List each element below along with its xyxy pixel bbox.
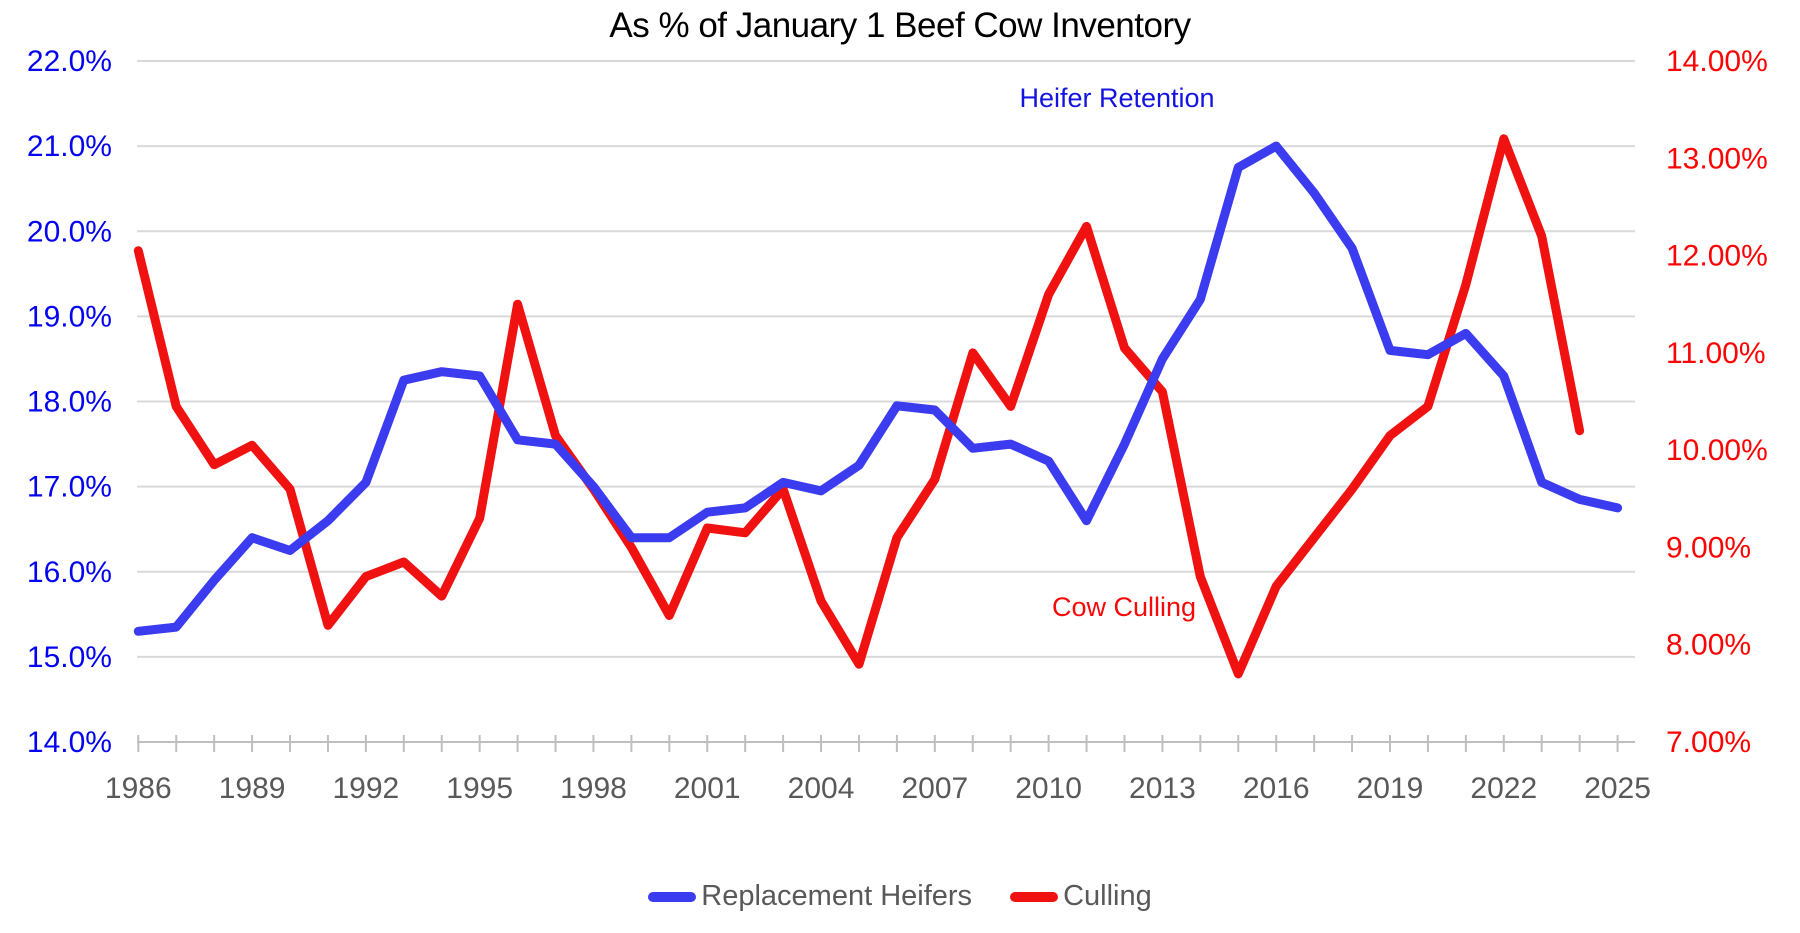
y-left-label: 14.0%: [27, 726, 112, 759]
y-right-label: 9.00%: [1666, 531, 1751, 564]
x-year-label: 2001: [674, 772, 741, 805]
legend-label-culling: Culling: [1063, 880, 1152, 912]
legend-swatch-culling-icon: [1010, 891, 1059, 902]
y-left-label: 15.0%: [27, 641, 112, 674]
x-year-label: 1998: [560, 772, 627, 805]
x-year-label: 2004: [788, 772, 855, 805]
x-year-label: 1995: [446, 772, 513, 805]
y-right-label: 13.00%: [1666, 142, 1768, 175]
culling-line: [133, 134, 1585, 679]
y-axis-right-labels: 14.00% 13.00% 12.00% 11.00% 10.00% 9.00% 8.00%…: [1666, 45, 1768, 759]
y-left-label: 21.0%: [27, 130, 112, 163]
y-right-label: 12.00%: [1666, 240, 1768, 273]
x-axis-ticks: [137, 735, 1619, 752]
legend-swatch-heifers-icon: [648, 891, 697, 902]
gridlines: [137, 60, 1635, 743]
x-year-label: 2022: [1470, 772, 1537, 805]
x-year-label: 2016: [1243, 772, 1310, 805]
x-axis-labels: 1986 1989 1992 1995 1998 2001 2004 2007 2010 2013…: [105, 772, 1651, 805]
heifer-retention-annotation: Heifer Retention: [1019, 83, 1215, 113]
y-axis-left-labels: 22.0% 21.0% 20.0% 19.0% 18.0% 17.0% 16.0% 15.0%…: [27, 45, 112, 759]
y-left-label: 16.0%: [27, 556, 112, 589]
y-left-label: 19.0%: [27, 300, 112, 333]
x-year-label: 1989: [219, 772, 286, 805]
legend-label-replacement-heifers: Replacement Heifers: [701, 880, 973, 912]
y-right-label: 10.00%: [1666, 434, 1768, 467]
legend-item-replacement-heifers: Replacement Heifers: [648, 880, 972, 913]
x-year-label: 2019: [1357, 772, 1424, 805]
y-left-label: 20.0%: [27, 215, 112, 248]
y-right-label: 8.00%: [1666, 629, 1751, 662]
x-year-label: 2013: [1129, 772, 1196, 805]
legend-item-culling: Culling: [1010, 880, 1152, 913]
x-year-label: 2010: [1015, 772, 1082, 805]
legend: Replacement Heifers Culling: [0, 880, 1800, 913]
y-left-label: 22.0%: [27, 45, 112, 78]
replacement-heifers-line: [133, 141, 1623, 636]
y-right-label: 14.00%: [1666, 45, 1768, 78]
x-year-label: 2007: [901, 772, 968, 805]
cow-culling-annotation: Cow Culling: [1051, 592, 1197, 622]
y-right-label: 11.00%: [1666, 337, 1766, 370]
x-year-label: 1986: [105, 772, 172, 805]
x-year-label: 1992: [333, 772, 400, 805]
y-right-label: 7.00%: [1666, 726, 1751, 759]
x-year-label: 2025: [1584, 772, 1651, 805]
y-left-label: 17.0%: [27, 471, 112, 504]
chart-title: As % of January 1 Beef Cow Inventory: [609, 6, 1191, 45]
y-left-label: 18.0%: [27, 386, 112, 419]
